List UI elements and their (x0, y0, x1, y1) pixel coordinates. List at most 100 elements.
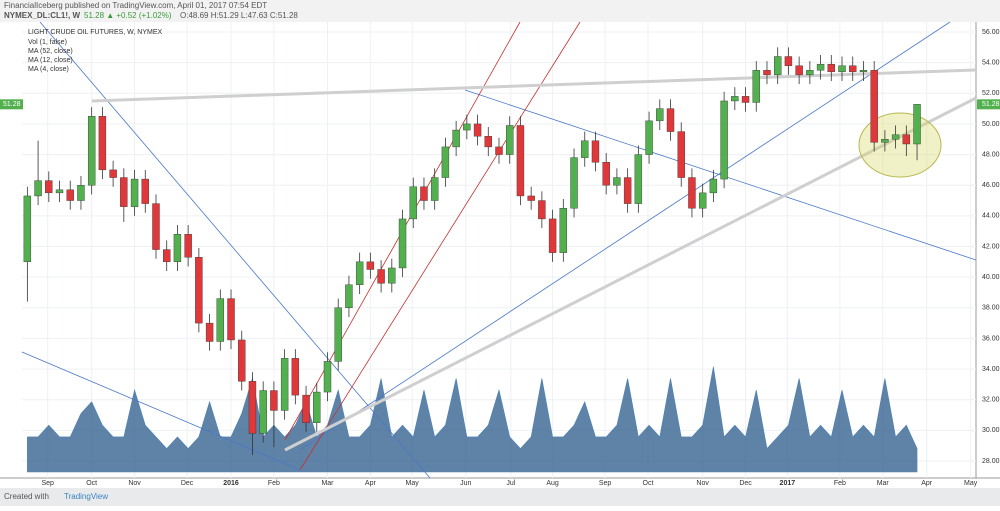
x-tick-label: Apr (921, 480, 933, 487)
candle-body (238, 339, 246, 382)
candle-body (613, 177, 621, 186)
candle-body (409, 186, 417, 220)
candle-body (216, 298, 225, 342)
x-tick-label: Mar (321, 480, 334, 487)
y-tick-label: 54.00 (982, 59, 1000, 66)
candle-body (688, 177, 696, 209)
x-tick-label: Oct (86, 480, 97, 487)
channel-line (299, 21, 581, 471)
candle-body (141, 178, 149, 204)
candle-body (313, 391, 321, 423)
candle-body (870, 70, 878, 143)
candle-body (377, 269, 385, 284)
x-tick-label: May (406, 480, 420, 487)
candle-body (656, 108, 664, 122)
candle-body (323, 361, 332, 393)
candle-body (248, 381, 257, 434)
quote: 51.28 ▲ +0.52 (+1.02%) (84, 11, 172, 20)
indicator-label: MA (4, close) (28, 66, 69, 73)
candle-body (506, 125, 514, 155)
candle-body (366, 261, 375, 270)
y-tick-label: 28.00 (982, 458, 1000, 465)
candle-body (205, 322, 214, 342)
candle-body (291, 358, 300, 396)
candle-body (98, 116, 107, 171)
candle-body (881, 139, 889, 143)
y-tick-label: 30.00 (982, 427, 1000, 434)
x-tick-label: Jun (460, 480, 471, 487)
x-tick-label: Nov (696, 480, 709, 487)
candle-body (634, 154, 643, 204)
x-tick-label: Aug (546, 480, 559, 487)
y-tick-label: 52.00 (982, 90, 1000, 97)
y-tick-label: 32.00 (982, 397, 1000, 404)
x-tick-label: Mar (877, 480, 890, 487)
x-tick-label: Feb (268, 480, 280, 487)
candle-body (516, 125, 525, 197)
support-line (284, 96, 977, 452)
candle-body (120, 177, 128, 207)
resistance-line (91, 68, 977, 103)
candle-body (698, 192, 707, 209)
y-tick-label: 40.00 (982, 274, 1000, 281)
candle-body (591, 140, 600, 163)
y-tick-label: 38.00 (982, 305, 1000, 312)
y-tick-label: 44.00 (982, 213, 1000, 220)
brand[interactable]: TradingView (64, 492, 108, 501)
last-price-label: 51.28 (3, 101, 21, 108)
candle-body (45, 180, 53, 194)
candle-body (773, 56, 782, 76)
volume-area (27, 366, 918, 473)
candle-body (420, 186, 428, 201)
candle-body (795, 65, 803, 76)
x-tick-label: Jul (506, 480, 515, 487)
candle-body (388, 267, 396, 284)
indicator-label: MA (52, close) (28, 48, 73, 55)
candle-body (720, 100, 728, 180)
x-tick-label: Dec (181, 480, 194, 487)
candle-body (838, 65, 846, 73)
x-tick-label: Dec (739, 480, 752, 487)
candle-body (849, 65, 857, 73)
candle-body (784, 56, 793, 66)
chart-title: LIGHT CRUDE OIL FUTURES, W, NYMEX (28, 29, 163, 36)
candle-body (463, 123, 471, 131)
candle-body (741, 96, 750, 103)
y-tick-label: 56.00 (982, 29, 1000, 36)
candle-body (581, 140, 589, 158)
candle-body (270, 390, 278, 411)
candle-body (34, 180, 42, 197)
header-bar (0, 0, 1000, 22)
y-tick-label: 48.00 (982, 151, 1000, 158)
indicator-label: MA (12, close) (28, 57, 73, 64)
trendlines (21, 21, 977, 479)
publisher: FinancialIceberg published on TradingVie… (4, 1, 267, 10)
candle-body (398, 218, 407, 269)
x-tick-label: Sep (41, 480, 54, 487)
candle-body (173, 234, 182, 263)
x-tick-label: Oct (643, 480, 654, 487)
candle-body (302, 394, 310, 423)
candle-body (55, 189, 64, 194)
created-with: Created with (4, 492, 49, 501)
x-tick-label: Nov (128, 480, 141, 487)
candle-body (355, 261, 364, 286)
x-tick-label: Apr (365, 480, 377, 487)
candle-body (859, 70, 868, 73)
candle-body (452, 129, 460, 148)
candle-body (570, 157, 578, 209)
candle-body (66, 189, 74, 201)
y-tick-label: 36.00 (982, 335, 1000, 342)
candle-body (816, 63, 825, 71)
candle-body (538, 200, 546, 220)
ohlc: O:48.69 H:51.29 L:47.63 C:51.28 (180, 11, 298, 20)
footer-bar (0, 488, 1000, 506)
last-price-label: 51.28 (982, 101, 1000, 108)
candle-body (902, 134, 911, 145)
candle-body (891, 134, 900, 140)
candle-body (677, 131, 685, 178)
candle-body (345, 284, 353, 308)
candle-body (913, 104, 921, 145)
candle-body (731, 96, 739, 102)
